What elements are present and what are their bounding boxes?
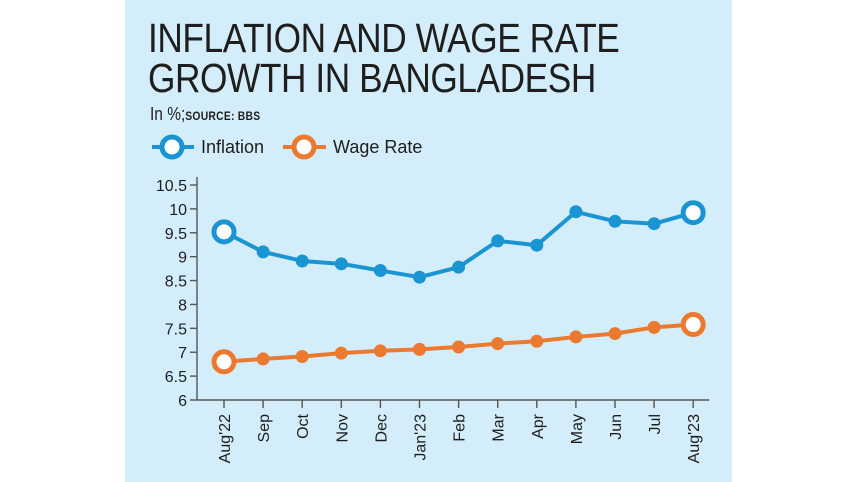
- axes: [196, 177, 710, 401]
- legend-label-inflation: Inflation: [201, 137, 264, 157]
- data-point-inflation: [373, 264, 387, 278]
- data-point-wage-rate: [295, 350, 309, 364]
- x-tick-label: Nov: [334, 414, 351, 442]
- series-points: [211, 200, 706, 375]
- y-tick-label: 9.5: [165, 226, 187, 243]
- legend: Inflation Wage Rate: [152, 134, 422, 160]
- y-tick-label: 8: [178, 297, 187, 314]
- data-point-inflation: [256, 245, 270, 259]
- x-tick-label: Jun: [608, 414, 625, 440]
- y-tick-label: 7: [178, 345, 187, 362]
- y-tick-label: 10: [169, 202, 187, 219]
- data-point-wage-rate: [530, 334, 544, 348]
- y-axis-ticks: 10.5 10 9.5 9 8.5 8 7.5 7 6.5 6: [156, 178, 197, 410]
- data-point-inflation: [647, 217, 661, 231]
- y-tick-label: 6: [178, 393, 187, 410]
- source-label: SOURCE: BBS: [185, 109, 261, 123]
- data-point-inflation: [334, 257, 348, 271]
- x-tick-label: Dec: [373, 414, 390, 442]
- x-axis-ticks: Aug'22 Sep Oct Nov Dec Jan'23 Feb Mar Apr May Jun J…: [217, 400, 703, 463]
- x-tick-label: Feb: [452, 414, 469, 442]
- legend-label-wage-rate: Wage Rate: [333, 137, 422, 157]
- y-tick-label: 10.5: [156, 178, 187, 195]
- data-point-inflation: [569, 205, 583, 219]
- x-tick-label: May: [569, 414, 586, 444]
- x-tick-label: Oct: [295, 413, 312, 438]
- data-point-inflation: [491, 234, 505, 248]
- y-tick-label: 8.5: [165, 274, 187, 291]
- x-tick-label: Jan'23: [413, 414, 430, 461]
- data-point-inflation: [608, 214, 622, 228]
- data-point-inflation: [295, 254, 309, 268]
- chart-title-line-2: GROWTH IN BANGLADESH: [148, 55, 596, 101]
- chart-title: INFLATION AND WAGE RATE GROWTH IN BANGLA…: [148, 15, 620, 101]
- data-point-inflation: [413, 270, 426, 284]
- data-point-wage-rate: [608, 327, 622, 341]
- x-tick-label: Aug'22: [217, 414, 234, 463]
- data-point-inflation: [680, 200, 706, 226]
- series-lines: [223, 209, 694, 364]
- chart-subtitle: In %;SOURCE: BBS: [150, 104, 260, 125]
- data-point-wage-rate: [256, 352, 270, 366]
- x-tick-label: Mar: [491, 413, 508, 441]
- data-point-inflation: [452, 260, 466, 274]
- y-tick-label: 7.5: [165, 321, 187, 338]
- data-point-wage-rate: [647, 320, 661, 334]
- x-tick-label: Apr: [530, 413, 547, 439]
- data-point-wage-rate: [211, 349, 237, 375]
- data-point-inflation: [530, 238, 544, 252]
- data-point-wage-rate: [334, 346, 348, 360]
- data-point-wage-rate: [569, 330, 583, 344]
- x-tick-label: Aug'23: [686, 414, 703, 463]
- legend-item-inflation: Inflation: [152, 134, 264, 160]
- legend-marker-wage-rate: [291, 134, 317, 160]
- chart-title-line-1: INFLATION AND WAGE RATE: [148, 15, 620, 61]
- y-tick-label: 6.5: [165, 369, 187, 386]
- data-point-wage-rate: [680, 312, 706, 338]
- legend-marker-inflation: [159, 134, 185, 160]
- y-tick-label: 9: [178, 250, 187, 267]
- unit-label: In %;: [150, 104, 186, 124]
- data-point-wage-rate: [491, 337, 505, 351]
- x-tick-label: Sep: [256, 414, 273, 443]
- x-tick-label: Jul: [647, 414, 664, 434]
- data-point-wage-rate: [452, 340, 466, 354]
- data-point-inflation: [211, 219, 237, 245]
- data-point-wage-rate: [413, 342, 426, 356]
- data-point-wage-rate: [373, 344, 387, 358]
- legend-item-wage-rate: Wage Rate: [283, 134, 422, 160]
